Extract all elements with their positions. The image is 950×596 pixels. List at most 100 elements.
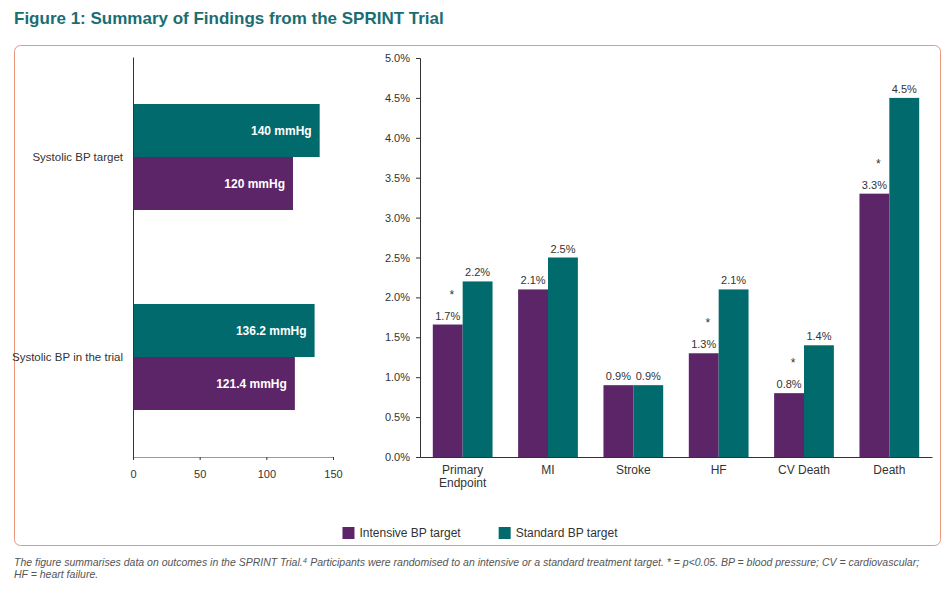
tick-label: 4.5% — [385, 92, 410, 104]
tick-mark — [416, 58, 420, 59]
tick-mark — [200, 457, 201, 460]
tick: 100 — [258, 457, 276, 480]
tick-mark — [416, 457, 420, 458]
tick-label: 0 — [130, 468, 136, 480]
data-label: 1.3% — [691, 338, 716, 350]
tick-label: HF — [711, 463, 727, 477]
data-label: 4.5% — [892, 83, 917, 95]
tick-label: 4.0% — [385, 132, 410, 144]
data-label: 136.2 mmHg — [236, 324, 307, 338]
tick: Death — [873, 463, 905, 477]
bar — [133, 304, 315, 357]
legend: Intensive BP target Standard BP target — [342, 526, 618, 540]
tick-mark — [333, 457, 334, 460]
tick: 1.5% — [385, 331, 420, 343]
bar — [719, 289, 749, 457]
significance-marker: * — [791, 356, 796, 370]
tick-label: 2.5% — [385, 252, 410, 264]
tick: Systolic BP in the trial — [12, 351, 123, 363]
figure: Figure 1: Summary of Findings from the S… — [0, 0, 950, 596]
tick: 0 — [130, 457, 136, 480]
tick-label: 3.0% — [385, 212, 410, 224]
tick: 2.5% — [385, 252, 420, 264]
data-label: 2.1% — [521, 274, 546, 286]
bar — [133, 357, 295, 410]
x-axis: PrimaryEndpointMIStrokeHFCV DeathDeath — [421, 458, 933, 491]
tick-mark — [416, 417, 420, 418]
tick-mark — [416, 138, 420, 139]
tick-label: 5.0% — [385, 52, 410, 64]
tick: CV Death — [778, 463, 830, 477]
tick-mark — [416, 337, 420, 338]
tick: PrimaryEndpoint — [439, 463, 487, 491]
tick-mark — [416, 178, 420, 179]
frame — [15, 46, 941, 546]
data-label: 0.9% — [606, 370, 631, 382]
tick-label: 50 — [194, 468, 206, 480]
data-label: 1.7% — [435, 310, 460, 322]
data-label: 0.9% — [636, 370, 661, 382]
chart: 1.7%2.1%0.9%1.3%0.8%3.3%2.2%2.5%0.9%2.1%… — [385, 52, 933, 490]
tick-label: 1.0% — [385, 371, 410, 383]
tick-label: Death — [873, 463, 905, 477]
bar — [689, 353, 719, 457]
tick-label: 0.0% — [385, 451, 410, 463]
legend-item: Standard BP target — [499, 526, 619, 540]
bar — [889, 98, 919, 457]
tick: Systolic BP target — [32, 151, 123, 163]
data-label: 2.1% — [721, 274, 746, 286]
tick: 50 — [194, 457, 206, 480]
bar — [548, 258, 578, 458]
tick-mark — [416, 98, 420, 99]
axis-line — [416, 59, 421, 458]
tick-label: 100 — [258, 468, 276, 480]
tick: 4.5% — [385, 92, 420, 104]
chart: 120 mmHg121.4 mmHg140 mmHg136.2 mmHg0501… — [12, 58, 343, 480]
bar — [518, 289, 548, 457]
significance-marker: * — [876, 157, 881, 171]
tick-label: Systolic BP in the trial — [12, 351, 123, 363]
axis-line — [421, 457, 933, 458]
tick: 0.5% — [385, 411, 420, 423]
tick-label: PrimaryEndpoint — [439, 463, 487, 491]
data-label: 1.4% — [806, 330, 831, 342]
tick-label: CV Death — [778, 463, 830, 477]
tick-label: Stroke — [616, 463, 651, 477]
bar — [859, 194, 889, 457]
bar — [463, 281, 493, 457]
tick-label: 150 — [324, 468, 342, 480]
tick: 5.0% — [385, 52, 420, 64]
tick-label: 0.5% — [385, 411, 410, 423]
tick: 4.0% — [385, 132, 420, 144]
significance-marker: * — [449, 288, 454, 302]
tick: Stroke — [616, 463, 651, 477]
annotations: * * * * — [449, 157, 881, 371]
tick: 3.0% — [385, 212, 420, 224]
tick-mark — [416, 377, 420, 378]
tick-mark — [416, 297, 420, 298]
tick: 150 — [324, 457, 342, 480]
tick-mark — [416, 258, 420, 259]
data-label: 2.2% — [465, 266, 490, 278]
x-axis: 0 50 100 150 — [130, 457, 342, 480]
legend-item: Intensive BP target — [342, 526, 461, 540]
data-label: 140 mmHg — [251, 124, 312, 138]
tick-label: 2.0% — [385, 291, 410, 303]
tick-label: Systolic BP target — [32, 151, 123, 163]
bar — [804, 345, 834, 457]
legend-label: Intensive BP target — [359, 526, 461, 540]
tick: HF — [711, 463, 727, 477]
data-label: 120 mmHg — [224, 177, 285, 191]
legend-swatch — [342, 527, 354, 539]
data-label: 3.3% — [862, 179, 887, 191]
axis-line — [134, 458, 334, 461]
tick: 0.0% — [385, 451, 420, 463]
bar — [633, 385, 663, 457]
tick: 1.0% — [385, 371, 420, 383]
bars — [133, 104, 320, 410]
bar — [133, 104, 320, 157]
y-axis: Systolic BP target Systolic BP in the tri… — [12, 58, 134, 458]
legend-swatch — [499, 527, 511, 539]
tick-mark — [416, 218, 420, 219]
significance-marker: * — [705, 316, 710, 330]
